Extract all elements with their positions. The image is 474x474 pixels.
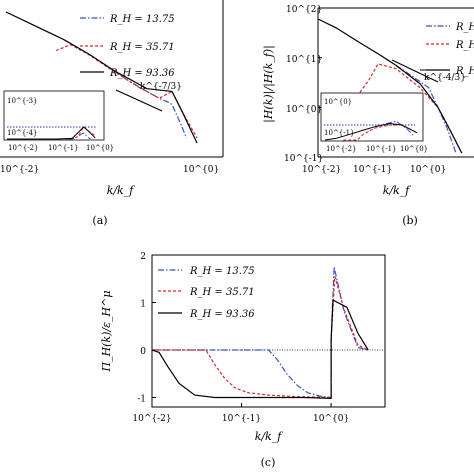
panel-c-series-line-1 (152, 266, 369, 399)
b-ytick-2: 10^{1} (286, 55, 322, 65)
legend-label-1: R_H = 13.75 (109, 14, 175, 25)
slope-annotation-b: k^{-4/3} (391, 59, 466, 83)
c-legend-label-1: R_H = 13.75 (189, 266, 255, 277)
inset-a-xtick-2: 10^{-1} (48, 144, 79, 152)
b-ytick-3: 10^{0} (286, 105, 322, 115)
panel-a-series-line-1 (113, 70, 188, 139)
c-ylabel: Π_H(k)/ε_H^μ (100, 290, 113, 372)
panel-a-series (5, 11, 198, 144)
legend-label-2: R_H = 35.71 (109, 42, 175, 53)
panel-a: R_H = 13.75 R_H = 35.71 R_H = 93.36 k^{-… (0, 0, 224, 227)
inset-b-ytick-1: 10^{0} (324, 98, 352, 106)
inset-a-ytick-2: 10^{-4} (7, 129, 38, 137)
c-legend-label-3: R_H = 93.36 (189, 309, 255, 320)
c-xtick-1: 10^{-2} (132, 414, 171, 424)
b-legend-label-2: R_H (455, 40, 474, 51)
panel-b-yticks: 10^{2} 10^{1} 10^{0} 10^{-1} (284, 5, 323, 164)
inset-b-line-3 (324, 122, 418, 141)
panel-b-series-line-2 (346, 63, 463, 154)
panel-b-frame (317, 7, 474, 158)
inset-b-line-1 (374, 120, 414, 136)
b-ytick-1: 10^{2} (286, 5, 322, 15)
panel-c-frame (151, 254, 386, 408)
slope-label-b: k^{-4/3} (424, 73, 466, 83)
c-xlabel: k/k_f (255, 430, 284, 443)
c-ytick-1: 2 (140, 252, 146, 262)
panel-b-series (318, 18, 463, 154)
inset-a-line-3 (7, 126, 96, 140)
c-ytick-3: 0 (140, 347, 146, 357)
panel-c-legend: R_H = 13.75 R_H = 35.71 R_H = 93.36 (158, 266, 255, 320)
inset-a-xtick-3: 10^{0} (86, 144, 114, 152)
c-ytick-4: -1 (137, 395, 146, 405)
panel-a-frame (0, 0, 224, 158)
panel-b-series-line-1 (395, 64, 457, 154)
panel-c: Π_H(k)/ε_H^μ 2 1 0 -1 10^{-2} 10^{-1} 10^{0} R… (100, 252, 386, 469)
panel-b-xticks: 10^{-2} 10^{-1} 10^{0} (302, 165, 446, 175)
c-xtick-3: 10^{0} (313, 414, 349, 424)
panel-b-legend: R_H R_H R_H (426, 22, 474, 77)
c-caption: (c) (261, 456, 276, 469)
panel-a-legend: R_H = 13.75 R_H = 35.71 R_H = 93.36 (80, 14, 175, 79)
panel-b-series-line-3 (318, 18, 463, 154)
c-ytick-2: 1 (140, 300, 146, 310)
inset-b-ytick-2: 10^{-1} (324, 129, 355, 137)
legend-label-3: R_H = 93.36 (109, 68, 175, 79)
c-xtick-2: 10^{-1} (222, 414, 261, 424)
panel-a-xticks: 10^{-2} 10^{0} (0, 165, 219, 175)
panel-c-series (152, 266, 369, 400)
inset-a: 10^{-3} 10^{-4} 10^{-2} 10^{-1} 10^{0} (3, 90, 114, 152)
b-xtick-2: 10^{-1} (353, 165, 392, 175)
a-xtick-1: 10^{-2} (0, 165, 39, 175)
panel-b: |H(k)|/|H(k_f)| 10^{2} 10^{1} 10^{0} 10^… (262, 5, 474, 227)
slope-label-a: k^{-7/3} (140, 82, 182, 92)
b-caption: (b) (402, 214, 418, 227)
panel-a-series-line-3 (5, 11, 198, 144)
inset-b-xtick-3: 10^{0} (400, 145, 428, 153)
b-xtick-3: 10^{0} (410, 165, 446, 175)
b-legend-label-1: R_H (455, 22, 474, 33)
a-caption: (a) (92, 214, 107, 227)
a-xtick-2: 10^{0} (183, 165, 219, 175)
panel-c-series-line-2 (152, 276, 369, 399)
inset-b-xtick-1: 10^{-2} (326, 145, 357, 153)
inset-a-ytick-1: 10^{-3} (7, 97, 38, 105)
inset-b-xtick-2: 10^{-1} (366, 145, 397, 153)
b-ylabel: |H(k)|/|H(k_f)| (262, 45, 276, 123)
b-legend-label-3: R_H (455, 66, 474, 77)
b-xlabel: k/k_f (383, 184, 412, 197)
inset-b: 10^{0} 10^{-1} 10^{-2} 10^{-1} 10^{0} (320, 92, 428, 153)
b-ytick-4: 10^{-1} (284, 154, 323, 164)
c-legend-label-2: R_H = 35.71 (189, 287, 255, 298)
panel-c-series-line-3 (152, 299, 369, 400)
panel-c-axes: 2 1 0 -1 10^{-2} 10^{-1} 10^{0} (132, 252, 385, 424)
b-xtick-1: 10^{-2} (302, 165, 341, 175)
a-xlabel: k/k_f (107, 184, 136, 197)
slope-annotation-a: k^{-7/3} (115, 82, 182, 112)
inset-a-xtick-1: 10^{-2} (8, 144, 39, 152)
